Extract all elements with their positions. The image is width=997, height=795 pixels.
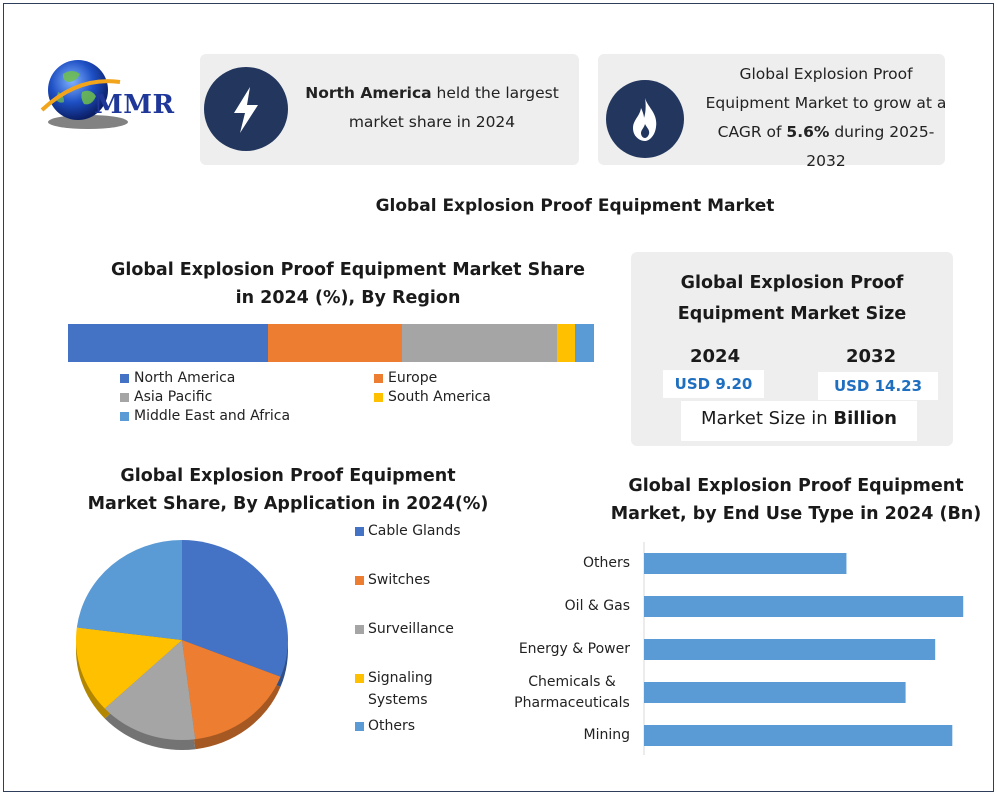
mmr-logo: MMR — [28, 52, 188, 142]
region-segment-europe — [267, 324, 402, 362]
region-segment-middle-east-and-africa — [574, 324, 594, 362]
legend-label-line1: Cable Glands — [368, 523, 461, 539]
legend-label-line2: Systems — [368, 692, 428, 708]
application-legend-label: Others — [368, 715, 415, 737]
main-title: Global Explosion Proof Equipment Market — [375, 196, 775, 216]
bar-others — [644, 553, 847, 574]
pie-slice-signaling-systems — [76, 627, 182, 709]
globe-icon — [40, 60, 128, 129]
region-legend-item: Middle East and Africa — [120, 408, 290, 424]
region-segment-south-america — [557, 324, 575, 362]
market-size-title-line1: Global Explosion Proof — [680, 273, 904, 293]
cagr-text-after: during 2025-2032 — [806, 123, 935, 170]
region-legend-item: South America — [374, 389, 491, 405]
largest-share-region: North America — [305, 84, 432, 102]
region-legend-item: Europe — [374, 370, 437, 386]
cagr-text: Global Explosion Proof Equipment Market … — [698, 60, 954, 176]
lightning-bolt-icon — [204, 67, 288, 151]
largest-share-rest: held the largest market share in 2024 — [348, 84, 559, 131]
cagr-value: 5.6% — [786, 123, 830, 141]
market-size-unit-bold: Billion — [833, 408, 897, 429]
market-size-title: Global Explosion Proof Equipment Market … — [631, 268, 953, 330]
legend-label: South America — [388, 389, 491, 405]
region-legend-item: North America — [120, 370, 235, 386]
legend-label-line1: Surveillance — [368, 621, 454, 637]
pie-slice-others — [76, 540, 182, 640]
legend-swatch — [374, 373, 383, 383]
application-legend-label: Signaling Systems — [368, 667, 433, 711]
market-size-unit-prefix: Market Size in — [701, 408, 834, 429]
pie-slice-cable-glands — [182, 540, 288, 677]
category-label-line2: Pharmaceuticals — [514, 694, 630, 711]
cagr-text-before: Global Explosion Proof Equipment Market … — [705, 65, 947, 141]
region-chart-title: Global Explosion Proof Equipment Market … — [110, 256, 586, 312]
category-label-line1: Oil & Gas — [564, 598, 630, 614]
pie-slice-switches — [182, 640, 281, 740]
legend-swatch — [120, 392, 129, 402]
end-use-chart-title-line1: Global Explosion Proof Equipment — [628, 476, 964, 496]
category-label-oil-gas: Oil & Gas — [470, 596, 630, 617]
market-size-unit: Market Size in Billion — [681, 401, 917, 441]
region-segment-north-america — [68, 324, 268, 362]
category-label-others: Others — [470, 553, 630, 574]
category-label-mining: Mining — [470, 725, 631, 746]
category-label-line1: Energy & Power — [518, 641, 630, 657]
market-size-value-2032: USD 14.23 — [818, 372, 938, 400]
infographic-frame — [3, 3, 994, 792]
legend-label-line1: Switches — [368, 572, 431, 588]
bar-energy-power — [644, 639, 936, 660]
application-pie-chart — [76, 540, 288, 750]
bar-oil-gas — [644, 596, 964, 617]
bar-chemicals — [644, 682, 906, 703]
end-use-chart-title-line2: Market, by End Use Type in 2024 (Bn) — [610, 504, 982, 524]
region-stacked-bar — [68, 324, 594, 362]
end-use-bar-chart — [643, 542, 964, 755]
region-chart-title-line2: in 2024 (%), By Region — [235, 288, 461, 308]
market-size-year-2032: 2032 — [846, 346, 897, 367]
legend-label: Asia Pacific — [134, 389, 213, 405]
logo-text: MMR — [94, 90, 175, 120]
application-legend-label: Cable Glands — [368, 520, 461, 542]
legend-label-line1: Signaling — [368, 670, 433, 686]
application-legend-label: Switches — [368, 569, 430, 591]
category-label-energy-power: Energy & Power — [470, 639, 630, 660]
market-size-title-line2: Equipment Market Size — [677, 304, 907, 324]
legend-swatch — [120, 373, 129, 383]
pie-slice-surveillance — [104, 640, 196, 740]
category-label-line1: Mining — [583, 727, 631, 743]
market-size-value-2024: USD 9.20 — [663, 370, 764, 398]
region-chart-title-line1: Global Explosion Proof Equipment Market … — [110, 260, 585, 280]
legend-label: Middle East and Africa — [134, 408, 291, 424]
legend-label: North America — [134, 370, 236, 386]
market-size-year-2024: 2024 — [690, 346, 741, 367]
legend-swatch — [374, 392, 383, 402]
application-legend-label: Surveillance — [368, 618, 454, 640]
largest-share-card: North America held the largest market sh… — [200, 54, 579, 165]
cagr-card: Global Explosion Proof Equipment Market … — [598, 54, 946, 170]
legend-label: Europe — [388, 370, 438, 386]
category-label-line1: Chemicals & — [528, 673, 616, 690]
region-legend-item: Asia Pacific — [120, 389, 212, 405]
largest-share-text: North America held the largest market sh… — [292, 79, 572, 137]
legend-swatch — [355, 527, 364, 536]
category-label-chemicals: Chemicals & Pharmaceuticals — [492, 672, 652, 714]
bar-mining — [644, 725, 953, 746]
flame-icon — [606, 80, 684, 158]
legend-swatch — [120, 411, 129, 421]
legend-swatch — [355, 674, 364, 683]
end-use-chart-title: Global Explosion Proof Equipment Market,… — [606, 472, 986, 528]
application-chart-title-line2: Market Share, By Application in 2024(%) — [87, 494, 489, 514]
application-chart-title: Global Explosion Proof Equipment Market … — [70, 462, 506, 518]
legend-swatch — [355, 722, 364, 731]
legend-label-line1: Others — [368, 718, 416, 734]
legend-swatch — [355, 625, 364, 634]
region-segment-asia-pacific — [402, 324, 558, 362]
legend-swatch — [355, 576, 364, 585]
application-chart-title-line1: Global Explosion Proof Equipment — [120, 466, 456, 486]
category-label-line1: Others — [582, 555, 630, 571]
